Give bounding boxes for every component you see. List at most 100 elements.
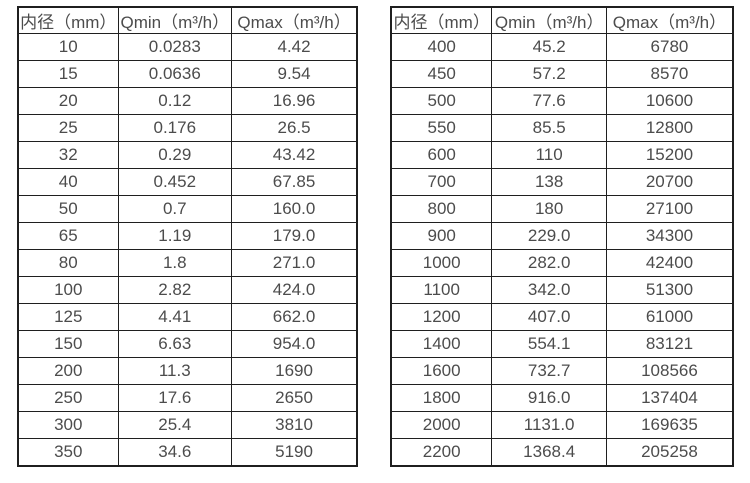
table-row: 1800 916.0 137404 <box>390 384 734 412</box>
header-qmin: Qmin（m³/h） <box>117 6 233 34</box>
cell-diameter: 1400 <box>390 330 493 358</box>
table-row: 1600 732.7 108566 <box>390 357 734 385</box>
cell-diameter: 200 <box>17 357 119 385</box>
table-body: 10 0.0283 4.42 15 0.0636 9.54 20 0.12 16.96 25 0.1… <box>17 33 358 467</box>
cell-qmin: 85.5 <box>491 114 607 142</box>
header-diameter: 内径（mm） <box>17 6 119 34</box>
table-row: 1400 554.1 83121 <box>390 330 734 358</box>
cell-qmin: 77.6 <box>491 87 607 115</box>
table-row: 20 0.12 16.96 <box>17 87 358 115</box>
cell-qmax: 42400 <box>605 249 734 277</box>
flow-spec-table: 内径（mm） Qmin（m³/h） Qmax（m³/h） 10 0.0283 4.4… <box>17 6 358 467</box>
cell-diameter: 150 <box>17 330 119 358</box>
cell-qmax: 137404 <box>605 384 734 412</box>
cell-qmin: 180 <box>491 195 607 223</box>
cell-qmin: 11.3 <box>117 357 233 385</box>
cell-diameter: 2200 <box>390 438 493 467</box>
table-row: 900 229.0 34300 <box>390 222 734 250</box>
table-row: 32 0.29 43.42 <box>17 141 358 169</box>
table-row: 300 25.4 3810 <box>17 411 358 439</box>
cell-diameter: 1100 <box>390 276 493 304</box>
cell-qmax: 67.85 <box>231 168 358 196</box>
cell-qmax: 424.0 <box>231 276 358 304</box>
header-row: 内径（mm） Qmin（m³/h） Qmax（m³/h） <box>390 6 734 34</box>
table-row: 2200 1368.4 205258 <box>390 438 734 467</box>
cell-qmax: 9.54 <box>231 60 358 88</box>
cell-diameter: 50 <box>17 195 119 223</box>
header-qmax: Qmax（m³/h） <box>231 6 358 34</box>
cell-qmin: 0.29 <box>117 141 233 169</box>
cell-qmin: 0.176 <box>117 114 233 142</box>
cell-qmax: 169635 <box>605 411 734 439</box>
cell-diameter: 700 <box>390 168 493 196</box>
cell-qmin: 138 <box>491 168 607 196</box>
cell-qmin: 229.0 <box>491 222 607 250</box>
cell-qmin: 732.7 <box>491 357 607 385</box>
table-row: 700 138 20700 <box>390 168 734 196</box>
table-row: 150 6.63 954.0 <box>17 330 358 358</box>
cell-qmin: 1368.4 <box>491 438 607 467</box>
cell-diameter: 20 <box>17 87 119 115</box>
cell-diameter: 125 <box>17 303 119 331</box>
cell-qmax: 205258 <box>605 438 734 467</box>
cell-qmin: 57.2 <box>491 60 607 88</box>
cell-diameter: 900 <box>390 222 493 250</box>
cell-qmax: 34300 <box>605 222 734 250</box>
cell-qmax: 20700 <box>605 168 734 196</box>
flow-table-large-diameters: 内径（mm） Qmin（m³/h） Qmax（m³/h） 400 45.2 6780… <box>390 6 734 467</box>
table-row: 250 17.6 2650 <box>17 384 358 412</box>
cell-diameter: 1000 <box>390 249 493 277</box>
table-row: 100 2.82 424.0 <box>17 276 358 304</box>
cell-qmin: 34.6 <box>117 438 233 467</box>
table-row: 500 77.6 10600 <box>390 87 734 115</box>
cell-qmax: 6780 <box>605 33 734 61</box>
table-row: 550 85.5 12800 <box>390 114 734 142</box>
cell-qmax: 15200 <box>605 141 734 169</box>
cell-qmin: 407.0 <box>491 303 607 331</box>
cell-qmin: 1.8 <box>117 249 233 277</box>
cell-qmax: 26.5 <box>231 114 358 142</box>
cell-qmax: 954.0 <box>231 330 358 358</box>
cell-diameter: 15 <box>17 60 119 88</box>
cell-diameter: 350 <box>17 438 119 467</box>
cell-qmin: 1.19 <box>117 222 233 250</box>
table-row: 10 0.0283 4.42 <box>17 33 358 61</box>
cell-diameter: 250 <box>17 384 119 412</box>
table-row: 200 11.3 1690 <box>17 357 358 385</box>
cell-diameter: 550 <box>390 114 493 142</box>
cell-qmax: 16.96 <box>231 87 358 115</box>
header-row: 内径（mm） Qmin（m³/h） Qmax（m³/h） <box>17 6 358 34</box>
table-row: 350 34.6 5190 <box>17 438 358 467</box>
cell-qmin: 6.63 <box>117 330 233 358</box>
cell-diameter: 25 <box>17 114 119 142</box>
cell-diameter: 500 <box>390 87 493 115</box>
cell-qmax: 83121 <box>605 330 734 358</box>
cell-qmin: 282.0 <box>491 249 607 277</box>
table-row: 15 0.0636 9.54 <box>17 60 358 88</box>
cell-qmax: 12800 <box>605 114 734 142</box>
cell-qmin: 554.1 <box>491 330 607 358</box>
flow-spec-table: 内径（mm） Qmin（m³/h） Qmax（m³/h） 400 45.2 6780… <box>390 6 734 467</box>
table-row: 400 45.2 6780 <box>390 33 734 61</box>
cell-qmin: 0.452 <box>117 168 233 196</box>
cell-qmax: 61000 <box>605 303 734 331</box>
cell-qmax: 160.0 <box>231 195 358 223</box>
table-row: 65 1.19 179.0 <box>17 222 358 250</box>
cell-diameter: 65 <box>17 222 119 250</box>
table-row: 50 0.7 160.0 <box>17 195 358 223</box>
header-qmin: Qmin（m³/h） <box>491 6 607 34</box>
cell-qmin: 0.7 <box>117 195 233 223</box>
table-row: 1000 282.0 42400 <box>390 249 734 277</box>
table-row: 40 0.452 67.85 <box>17 168 358 196</box>
cell-qmax: 271.0 <box>231 249 358 277</box>
cell-qmax: 43.42 <box>231 141 358 169</box>
table-row: 600 110 15200 <box>390 141 734 169</box>
cell-diameter: 450 <box>390 60 493 88</box>
cell-diameter: 300 <box>17 411 119 439</box>
cell-qmax: 5190 <box>231 438 358 467</box>
cell-diameter: 100 <box>17 276 119 304</box>
cell-diameter: 1200 <box>390 303 493 331</box>
cell-qmin: 0.12 <box>117 87 233 115</box>
cell-qmax: 3810 <box>231 411 358 439</box>
